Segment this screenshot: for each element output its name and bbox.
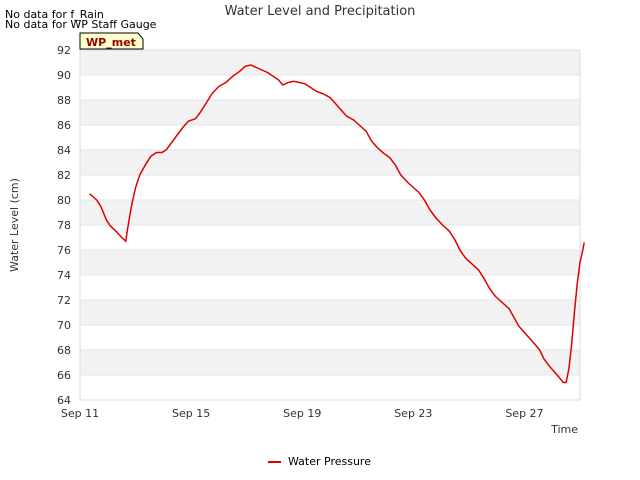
y-tick-label: 80 xyxy=(57,194,71,207)
site-badge-shape xyxy=(79,32,144,50)
y-tick-label: 70 xyxy=(57,319,71,332)
grid-bands xyxy=(80,50,580,375)
y-tick-label: 68 xyxy=(57,344,71,357)
site-badge-label: WP_met xyxy=(86,36,136,49)
y-tick-label: 84 xyxy=(57,144,71,157)
y-tick-label: 78 xyxy=(57,219,71,232)
y-tick-label: 76 xyxy=(57,244,71,257)
x-tick-label: Sep 19 xyxy=(283,407,321,420)
grid-band xyxy=(80,50,580,75)
x-tick-label: Sep 11 xyxy=(61,407,99,420)
y-tick-label: 88 xyxy=(57,94,71,107)
y-tick-label: 92 xyxy=(57,44,71,57)
y-tick-label: 74 xyxy=(57,269,71,282)
no-data-note-rain: No data for f_Rain xyxy=(5,8,104,21)
grid-band xyxy=(80,300,580,325)
grid-band xyxy=(80,350,580,375)
y-tick-label: 66 xyxy=(57,369,71,382)
x-tick-label: Sep 27 xyxy=(505,407,543,420)
grid-band xyxy=(80,250,580,275)
y-axis-ticks: 64 66 68 70 72 74 76 78 80 82 84 86 88 90 92 xyxy=(57,44,71,407)
grid-band xyxy=(80,200,580,225)
chart-title: Water Level and Precipitation xyxy=(225,4,416,19)
x-axis-ticks: Sep 11 Sep 15 Sep 19 Sep 23 Sep 27 xyxy=(61,407,544,420)
grid-band xyxy=(80,150,580,175)
x-axis-label: Time xyxy=(550,423,578,436)
y-tick-label: 72 xyxy=(57,294,71,307)
grid-lines xyxy=(80,49,580,401)
y-tick-label: 90 xyxy=(57,69,71,82)
legend: Water Pressure xyxy=(268,455,371,468)
x-tick-label: Sep 15 xyxy=(172,407,210,420)
legend-label-water-pressure: Water Pressure xyxy=(288,455,371,468)
site-badge: WP_met xyxy=(79,32,144,50)
x-tick-label: Sep 23 xyxy=(394,407,432,420)
grid-band xyxy=(80,100,580,125)
y-axis-label: Water Level (cm) xyxy=(8,178,21,272)
no-data-note-staff-gauge: No data for WP Staff Gauge xyxy=(5,18,157,31)
y-tick-label: 64 xyxy=(57,394,71,407)
y-tick-label: 86 xyxy=(57,119,71,132)
series-line-water-pressure xyxy=(89,64,585,384)
y-tick-label: 82 xyxy=(57,169,71,182)
plot-frame xyxy=(79,49,581,401)
